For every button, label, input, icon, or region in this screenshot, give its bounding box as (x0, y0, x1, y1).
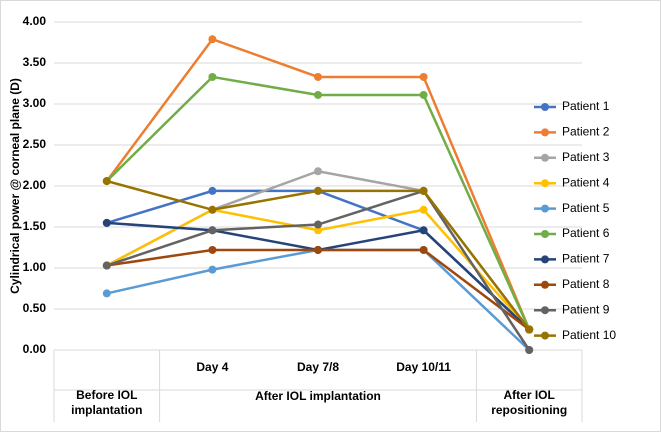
data-point (208, 265, 217, 274)
legend-label: Patient 2 (562, 125, 610, 139)
legend-swatch-marker (541, 230, 549, 238)
data-point (419, 90, 428, 99)
data-point (314, 90, 322, 99)
data-point (419, 186, 428, 195)
x-tick-label: Day 4 (196, 360, 228, 374)
legend-swatch-marker (541, 179, 549, 188)
legend-label: Patient 7 (562, 252, 610, 266)
data-point (208, 226, 217, 235)
legend-label: Patient 5 (562, 201, 610, 215)
y-tick-label: 1.50 (23, 219, 47, 233)
data-point (314, 72, 322, 81)
data-point (419, 72, 428, 81)
y-tick-label: 3.50 (23, 55, 47, 69)
series-line (105, 37, 531, 330)
y-tick-label: 2.00 (23, 178, 47, 192)
legend-swatch-marker (541, 306, 549, 315)
x-tick-label: Day 10/11 (396, 360, 451, 374)
data-point (314, 167, 322, 176)
legend-label: Patient 4 (562, 175, 610, 189)
data-point (102, 289, 111, 298)
data-point (208, 186, 217, 195)
legend-swatch-marker (541, 204, 549, 213)
data-point (419, 226, 428, 235)
y-tick-label: 2.50 (23, 137, 47, 151)
legend-swatch-marker (541, 128, 549, 137)
data-point (314, 220, 322, 229)
x-group-label: After IOL implantation (255, 389, 381, 403)
x-tick-label: Day 7/8 (297, 360, 339, 374)
data-point (208, 72, 217, 81)
legend-swatch-marker (541, 331, 549, 340)
x-group-label: After IOL repositioning (491, 388, 568, 417)
x-group-label: Before IOL implantation (71, 388, 143, 417)
data-point (419, 205, 428, 214)
legend-label: Patient 1 (562, 99, 610, 113)
data-point (102, 177, 111, 186)
legend-label: Patient 8 (562, 277, 610, 291)
data-point (102, 261, 111, 270)
y-tick-label: 0.00 (23, 342, 47, 356)
y-tick-label: 4.00 (23, 14, 47, 28)
legend-label: Patient 10 (562, 328, 616, 342)
legend-swatch-marker (541, 103, 549, 111)
legend-swatch-marker (541, 153, 549, 162)
data-point (208, 245, 217, 254)
y-axis-title: Cylindrical power @ corneal plane (D) (8, 78, 22, 294)
series-line (106, 248, 531, 351)
series-line (106, 221, 531, 331)
y-tick-label: 3.00 (23, 96, 47, 110)
data-point (525, 325, 534, 334)
legend-label: Patient 6 (562, 226, 610, 240)
data-point (525, 346, 534, 354)
y-tick-label: 1.00 (23, 260, 47, 274)
legend-label: Patient 3 (562, 150, 610, 164)
legend-swatch-marker (541, 280, 549, 289)
data-point (314, 186, 322, 195)
data-point (419, 245, 428, 254)
legend-swatch-marker (541, 255, 549, 264)
y-tick-label: 0.50 (23, 301, 47, 315)
data-point (208, 35, 217, 44)
data-point (314, 226, 322, 235)
data-point (314, 245, 322, 254)
data-point (102, 218, 111, 227)
data-point (208, 205, 217, 214)
legend-label: Patient 9 (562, 302, 610, 316)
